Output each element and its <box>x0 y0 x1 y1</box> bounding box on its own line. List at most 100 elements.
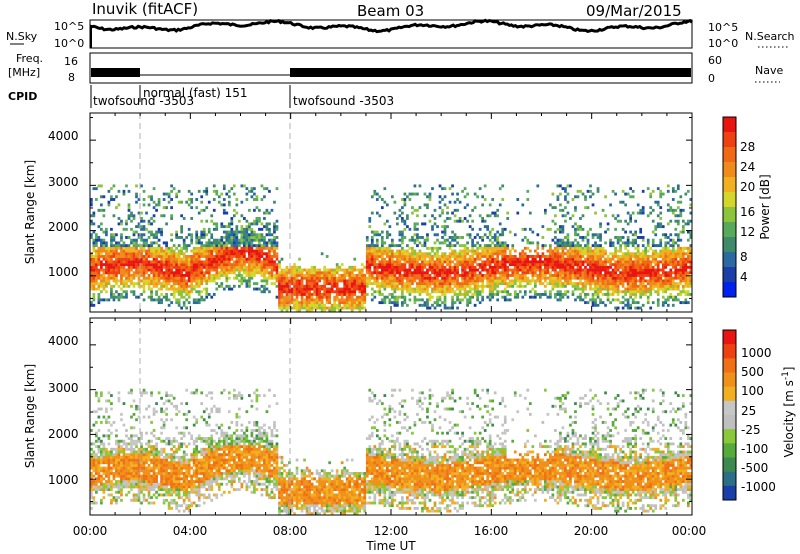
power-cell <box>388 246 392 250</box>
power-cell <box>248 265 251 269</box>
power-cell <box>360 276 364 280</box>
power-cell <box>664 282 668 286</box>
power-cell <box>160 282 163 286</box>
power-cell <box>594 263 597 267</box>
power-cell <box>556 293 560 296</box>
power-cell <box>205 282 209 286</box>
power-cell <box>463 217 467 220</box>
power-cell <box>105 257 108 261</box>
power-cell <box>631 255 635 258</box>
power-cell <box>438 206 442 210</box>
power-cell <box>614 279 617 283</box>
power-cell <box>330 309 334 312</box>
power-cell <box>576 274 580 277</box>
power-cell <box>438 303 442 307</box>
power-cell <box>185 284 189 288</box>
power-cell <box>471 260 474 264</box>
power-cell <box>408 268 412 272</box>
power-cell <box>248 276 251 280</box>
power-cell <box>155 284 158 288</box>
power-cell <box>180 263 184 267</box>
power-cell <box>160 255 163 258</box>
power-cell <box>323 293 326 296</box>
power-cell <box>669 208 673 212</box>
power-cell <box>579 225 582 229</box>
power-cell <box>165 252 168 256</box>
power-cell <box>350 268 354 272</box>
power-cell <box>669 274 673 277</box>
power-cell <box>411 257 414 261</box>
power-cell <box>408 238 412 242</box>
power-cell <box>122 255 126 258</box>
power-cell <box>215 246 219 250</box>
power-cell <box>544 208 547 212</box>
power-cell <box>300 282 304 286</box>
power-cell <box>681 290 685 294</box>
power-cell <box>676 282 680 286</box>
power-cell <box>624 290 627 294</box>
power-cell <box>689 244 692 248</box>
power-cell <box>391 244 394 248</box>
power-cell <box>152 260 156 264</box>
power-cell <box>155 252 158 256</box>
power-cell <box>268 257 271 261</box>
power-cell <box>260 244 264 248</box>
power-cell <box>546 282 550 286</box>
power-cell <box>227 257 231 261</box>
power-cell <box>237 252 241 256</box>
power-cell <box>521 295 525 299</box>
power-cell <box>268 189 271 193</box>
power-cell <box>659 222 663 226</box>
power-cell <box>559 244 562 248</box>
power-cell <box>232 208 236 212</box>
power-cell <box>541 263 545 267</box>
power-cell <box>576 284 580 288</box>
power-cell <box>451 268 454 272</box>
power-cell <box>561 246 565 250</box>
power-cell <box>423 284 427 288</box>
power-cell <box>408 255 412 258</box>
power-cell <box>403 219 407 223</box>
power-cell <box>345 306 349 310</box>
power-cell <box>538 265 542 269</box>
power-cell <box>105 241 108 245</box>
power-cell <box>92 303 96 307</box>
power-cell <box>385 255 389 258</box>
power-cell <box>360 303 364 307</box>
power-cell <box>230 265 234 269</box>
power-cell <box>671 211 675 215</box>
power-cell <box>160 268 163 272</box>
power-cell <box>170 274 173 277</box>
power-cell <box>468 298 472 302</box>
power-cell <box>676 184 680 188</box>
power-cell <box>180 265 184 269</box>
power-cell <box>421 268 424 272</box>
power-cell <box>313 301 316 305</box>
power-cell <box>205 265 209 269</box>
power-cell <box>669 206 673 210</box>
power-cell <box>564 293 567 296</box>
power-cell <box>689 203 692 207</box>
power-cell <box>586 246 590 250</box>
power-cell <box>97 301 101 305</box>
power-cell <box>609 257 612 261</box>
power-cell <box>564 271 567 275</box>
power-cell <box>564 195 567 199</box>
power-cell <box>127 244 131 248</box>
power-cell <box>478 290 482 294</box>
power-cell <box>486 279 490 283</box>
power-cell <box>200 249 204 253</box>
power-cell <box>320 252 324 256</box>
power-cell <box>559 282 562 286</box>
power-cell <box>293 306 296 310</box>
power-cell <box>145 249 148 253</box>
power-cell <box>95 282 98 286</box>
power-cell <box>205 192 209 196</box>
power-cell <box>451 184 454 188</box>
power-cell <box>591 203 595 207</box>
power-cell <box>333 279 337 283</box>
power-cell <box>142 287 146 291</box>
power-cell <box>488 274 492 277</box>
power-cell <box>190 279 194 283</box>
power-cell <box>313 276 316 280</box>
